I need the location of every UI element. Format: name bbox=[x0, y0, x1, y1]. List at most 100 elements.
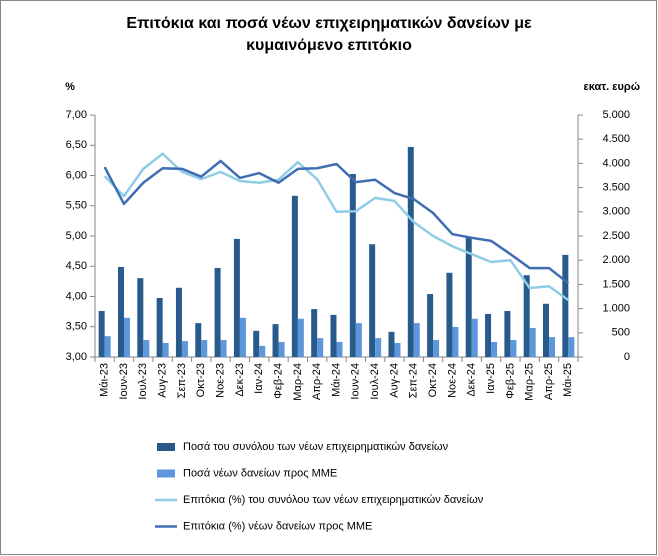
chart-title: Επιτόκια και ποσά νέων επιχειρηματικών δ… bbox=[126, 15, 532, 32]
bar bbox=[137, 278, 144, 357]
bar bbox=[336, 341, 343, 357]
x-tick-label: Δεκ-23 bbox=[234, 363, 246, 397]
bar bbox=[407, 146, 414, 357]
bar bbox=[239, 317, 246, 357]
bar bbox=[156, 297, 163, 357]
bar bbox=[195, 323, 202, 357]
bar bbox=[504, 311, 511, 357]
legend-swatch bbox=[157, 443, 175, 451]
bar bbox=[291, 195, 298, 357]
x-tick-label: Φεβ-25 bbox=[504, 363, 516, 399]
bar bbox=[181, 341, 188, 357]
y2-tick-label: 1.000 bbox=[602, 303, 630, 315]
bar bbox=[123, 317, 130, 357]
bar bbox=[543, 303, 550, 357]
y2-tick-label: 2.500 bbox=[602, 230, 630, 242]
legend-label: Ποσά νέων δανείων προς ΜΜΕ bbox=[183, 467, 337, 479]
x-tick-label: Οκτ-23 bbox=[195, 363, 207, 397]
y2-tick-label: 0 bbox=[624, 351, 630, 363]
x-tick-label: Ιαν-25 bbox=[485, 363, 497, 394]
x-tick-label: Φεβ-24 bbox=[272, 363, 284, 399]
bar bbox=[355, 323, 362, 357]
bar bbox=[117, 266, 124, 357]
y-tick-label: 4,00 bbox=[66, 290, 87, 302]
bar bbox=[549, 337, 556, 357]
y-tick-label: 3,00 bbox=[66, 351, 87, 363]
bar bbox=[253, 330, 260, 357]
bar bbox=[272, 324, 279, 357]
bar bbox=[233, 238, 240, 357]
bar bbox=[317, 338, 324, 357]
bar bbox=[562, 254, 569, 357]
bar bbox=[485, 313, 492, 357]
bar bbox=[394, 342, 401, 357]
x-tick-label: Αυγ-23 bbox=[157, 363, 169, 398]
bar bbox=[201, 340, 208, 357]
bar bbox=[568, 337, 575, 357]
y-tick-label: 7,00 bbox=[66, 109, 87, 121]
line bbox=[103, 159, 570, 285]
bar bbox=[98, 311, 105, 357]
y-tick-label: 6,50 bbox=[66, 139, 87, 151]
x-tick-label: Ιουλ-24 bbox=[369, 363, 381, 400]
legend-swatch bbox=[157, 469, 175, 478]
bar bbox=[471, 318, 478, 357]
bar bbox=[297, 318, 304, 357]
y2-tick-label: 4.000 bbox=[602, 157, 630, 169]
x-tick-label: Νοε-23 bbox=[214, 363, 226, 398]
y2-tick-label: 2.000 bbox=[602, 254, 630, 266]
bar bbox=[446, 272, 453, 357]
x-tick-label: Μαρ-25 bbox=[524, 363, 536, 401]
x-tick-label: Αυγ-24 bbox=[388, 363, 400, 398]
y2-tick-label: 3.000 bbox=[602, 206, 630, 218]
x-tick-label: Απρ-24 bbox=[311, 363, 323, 400]
bar bbox=[413, 323, 420, 357]
bar bbox=[510, 340, 517, 357]
bar bbox=[214, 267, 221, 357]
bar bbox=[220, 340, 227, 357]
y2-tick-label: 4.500 bbox=[602, 133, 630, 145]
bar bbox=[311, 309, 318, 357]
y-tick-label: 6,00 bbox=[66, 169, 87, 181]
legend-label: Επιτόκια (%) του συνόλου των νέων επιχει… bbox=[183, 494, 484, 506]
y-tick-label: 5,00 bbox=[66, 230, 87, 242]
bar bbox=[465, 237, 472, 357]
x-tick-label: Μάι-24 bbox=[330, 363, 342, 397]
legend-label: Επιτόκια (%) νέων δανείων προς ΜΜΕ bbox=[183, 520, 372, 532]
x-tick-label: Οκτ-24 bbox=[427, 363, 439, 397]
bar bbox=[529, 327, 536, 357]
x-tick-label: Νοε-24 bbox=[446, 363, 458, 398]
bar bbox=[175, 287, 182, 357]
x-tick-label: Μαρ-24 bbox=[292, 363, 304, 401]
legend-label: Ποσά του συνόλου των νέων επιχειρηματικώ… bbox=[183, 441, 449, 453]
x-tick-label: Σεπ-24 bbox=[408, 363, 420, 398]
bar bbox=[330, 314, 337, 357]
bar bbox=[375, 338, 382, 357]
y2-tick-label: 1.500 bbox=[602, 278, 630, 290]
y-tick-label: 4,50 bbox=[66, 260, 87, 272]
x-tick-label: Ιουλ-23 bbox=[137, 363, 149, 400]
bar bbox=[349, 174, 356, 357]
bar bbox=[491, 341, 498, 357]
x-tick-label: Μάι-23 bbox=[99, 363, 111, 397]
bar bbox=[452, 326, 459, 357]
x-tick-label: Ιουν-24 bbox=[350, 363, 362, 400]
y2-axis-label: εκατ. ευρώ bbox=[584, 81, 641, 93]
bar bbox=[259, 345, 266, 357]
y2-tick-label: 5.000 bbox=[602, 109, 630, 121]
bar bbox=[523, 275, 530, 357]
x-tick-label: Ιουν-23 bbox=[118, 363, 130, 400]
x-tick-label: Ιαν-24 bbox=[253, 363, 265, 394]
bar bbox=[278, 341, 285, 357]
bar bbox=[369, 244, 376, 357]
bar bbox=[388, 331, 395, 357]
y2-tick-label: 3.500 bbox=[602, 182, 630, 194]
bar bbox=[427, 294, 434, 357]
y-tick-label: 3,50 bbox=[66, 321, 87, 333]
x-tick-label: Μάι-25 bbox=[562, 363, 574, 397]
x-tick-label: Απρ-25 bbox=[543, 363, 555, 400]
y2-tick-label: 500 bbox=[612, 327, 630, 339]
bar bbox=[143, 340, 150, 357]
